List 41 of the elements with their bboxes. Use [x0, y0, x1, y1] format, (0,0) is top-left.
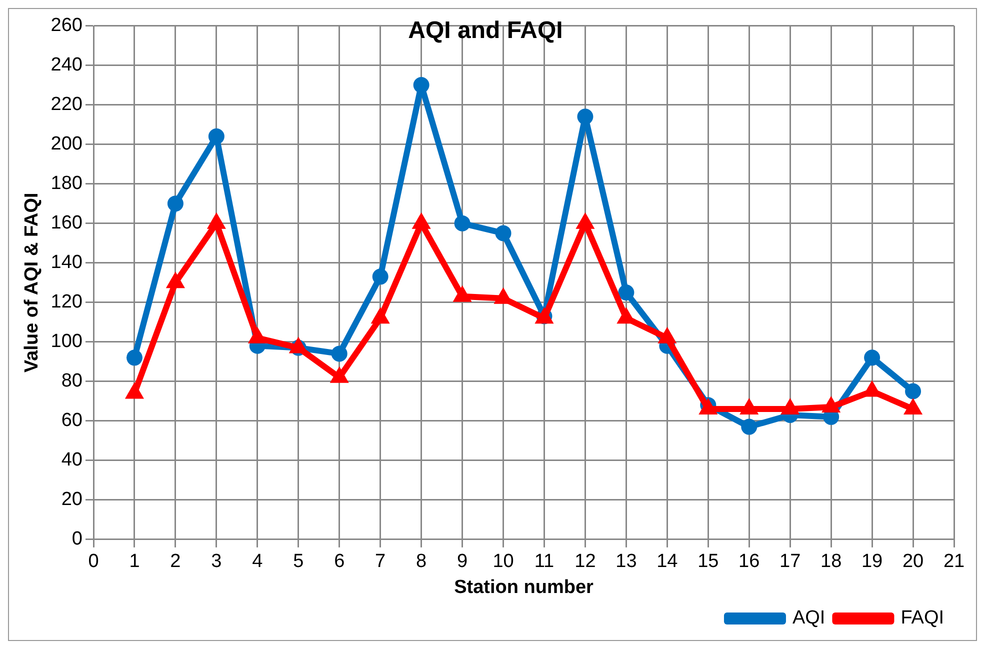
- x-tick-label: 13: [616, 551, 637, 572]
- x-tick-label: 3: [211, 551, 222, 572]
- legend-label: FAQI: [900, 608, 944, 629]
- x-tick-label: 16: [738, 551, 760, 572]
- x-tick-label: 8: [416, 551, 427, 572]
- y-tick-label: 120: [50, 292, 82, 313]
- y-tick-label: 160: [50, 212, 82, 234]
- x-tick-label: 10: [492, 551, 514, 572]
- y-tick-label: 260: [50, 15, 82, 36]
- y-tick-label: 20: [61, 489, 82, 510]
- chart-title: AQI and FAQI: [408, 17, 563, 44]
- x-tick-label: 12: [574, 551, 596, 572]
- y-tick-label: 240: [50, 54, 82, 76]
- x-tick-label: 2: [170, 551, 181, 572]
- x-tick-label: 14: [656, 551, 678, 572]
- x-tick-label: 7: [375, 551, 386, 572]
- x-tick-label: 19: [861, 551, 883, 572]
- x-tick-label: 18: [820, 551, 842, 572]
- y-tick-label: 60: [61, 410, 82, 432]
- y-tick-label: 180: [50, 173, 82, 194]
- y-tick-label: 40: [61, 450, 82, 471]
- y-tick-label: 200: [50, 134, 82, 155]
- x-tick-label: 20: [902, 551, 924, 572]
- legend-label: AQI: [792, 608, 826, 629]
- x-axis-title: Station number: [454, 576, 594, 598]
- y-tick-label: 220: [50, 94, 82, 116]
- x-tick-label: 5: [293, 551, 304, 572]
- y-tick-label: 0: [72, 528, 82, 550]
- x-tick-label: 15: [698, 551, 719, 572]
- x-tick-label: 1: [129, 551, 140, 572]
- x-tick-label: 0: [88, 551, 99, 572]
- x-tick-label: 17: [780, 551, 801, 572]
- y-tick-label: 100: [50, 331, 82, 352]
- x-tick-label: 11: [534, 551, 554, 572]
- x-tick-label: 21: [943, 551, 965, 572]
- x-tick-label: 4: [252, 551, 264, 572]
- x-tick-label: 9: [456, 551, 468, 572]
- x-tick-label: 6: [334, 551, 345, 572]
- y-axis-title: Value of AQI & FAQI: [22, 192, 43, 373]
- y-tick-label: 80: [61, 370, 82, 392]
- y-tick-label: 140: [50, 252, 82, 274]
